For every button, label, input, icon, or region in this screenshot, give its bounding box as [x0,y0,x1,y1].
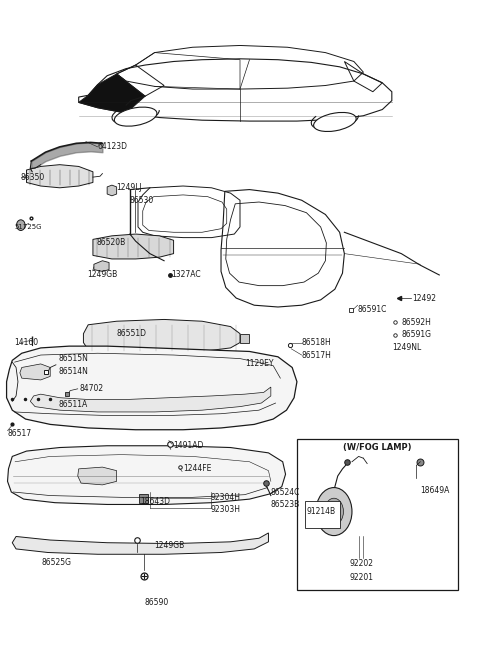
Text: 91214B: 91214B [306,507,336,516]
Text: 86551D: 86551D [117,329,147,338]
Text: 86525G: 86525G [42,558,72,567]
Text: 86590: 86590 [144,598,168,607]
Text: 86591G: 86591G [401,330,432,339]
Text: 1129EY: 1129EY [245,359,273,368]
Text: 86515N: 86515N [59,354,89,363]
Text: 92303H: 92303H [211,505,240,514]
Polygon shape [78,467,117,485]
Polygon shape [26,165,93,188]
Text: 1249GB: 1249GB [87,269,118,278]
Ellipse shape [316,488,352,536]
Polygon shape [240,334,250,342]
Text: 86350: 86350 [21,172,45,182]
Ellipse shape [324,498,343,525]
Text: 1249NL: 1249NL [392,344,421,353]
Text: 86524C: 86524C [270,488,300,497]
Text: 86591C: 86591C [358,305,387,314]
Text: 14160: 14160 [14,338,39,347]
Bar [305,501,340,528]
Text: 86517H: 86517H [301,351,332,360]
Polygon shape [12,533,268,554]
Text: 86592H: 86592H [401,318,431,327]
Text: 51725G: 51725G [14,224,42,230]
Text: 84702: 84702 [80,384,104,393]
Ellipse shape [114,107,157,126]
Text: 92201: 92201 [349,573,373,582]
Text: 12492: 12492 [412,293,436,302]
Text: 64123D: 64123D [97,142,128,151]
Text: 86517: 86517 [8,429,32,438]
Text: (W/FOG LAMP): (W/FOG LAMP) [343,443,412,452]
Polygon shape [84,319,240,353]
Polygon shape [8,446,286,505]
Text: 92304H: 92304H [211,493,240,502]
Text: 1491AD: 1491AD [174,441,204,450]
Text: 1249LJ: 1249LJ [117,183,143,193]
Polygon shape [107,185,117,196]
Text: 1249GB: 1249GB [155,541,185,550]
Ellipse shape [313,112,356,132]
Polygon shape [94,261,109,271]
Polygon shape [20,364,50,380]
Polygon shape [139,494,148,503]
Text: 92202: 92202 [349,559,373,568]
Bar [297,439,458,590]
Text: 86530: 86530 [130,196,154,205]
Text: 1244FE: 1244FE [183,464,212,474]
Polygon shape [79,74,145,113]
Text: 86520B: 86520B [96,238,126,247]
Text: 1327AC: 1327AC [172,271,201,280]
Text: 86518H: 86518H [301,338,331,347]
Polygon shape [93,234,174,259]
Text: 18649A: 18649A [420,486,450,495]
Text: 18643D: 18643D [140,497,170,506]
Polygon shape [30,387,271,412]
Text: 86511A: 86511A [59,401,88,410]
Ellipse shape [16,220,25,231]
Text: 86523B: 86523B [270,500,300,509]
Polygon shape [7,346,297,430]
Text: 86514N: 86514N [59,366,89,375]
